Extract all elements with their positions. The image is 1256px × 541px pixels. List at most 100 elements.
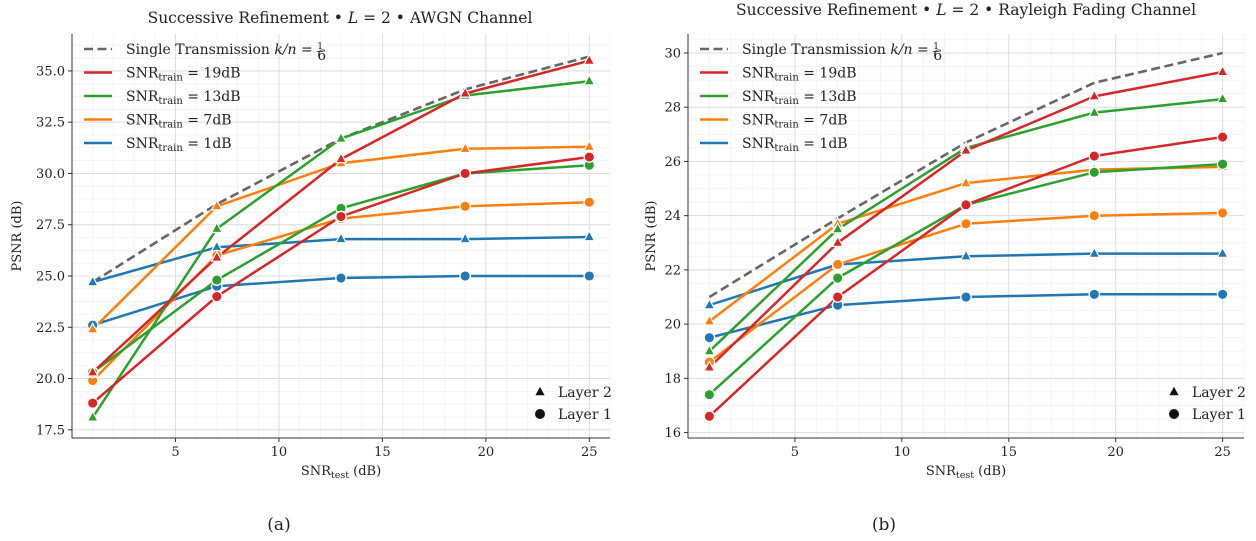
x-label-main: SNR xyxy=(301,464,332,479)
chart-title: Successive Refinement • L = 2 • Rayleigh… xyxy=(736,1,1196,19)
legend-label-reference: Single Transmission k/n = 1 xyxy=(742,42,939,58)
title-variable: L xyxy=(935,1,946,19)
data-point-layer2 xyxy=(1088,246,1101,258)
data-point-layer1 xyxy=(960,198,972,211)
data-point-layer2 xyxy=(959,143,973,155)
data-point-layer1 xyxy=(1216,207,1229,219)
x-tick-label: 20 xyxy=(1107,445,1124,460)
x-tick-label: 5 xyxy=(171,445,179,460)
title-mid: = 2 • xyxy=(947,1,999,19)
y-tick-label: 30 xyxy=(664,46,681,61)
data-point-layer2 xyxy=(831,235,844,247)
data-point-layer1 xyxy=(960,291,972,303)
legend-label: SNRtrain = 13dB xyxy=(126,89,241,107)
legend-ref-var: k/n xyxy=(890,42,912,58)
data-point-layer1 xyxy=(583,151,596,163)
title-suffix: Rayleigh Fading Channel xyxy=(998,1,1196,19)
legend-label-value: = 13dB xyxy=(799,89,857,105)
x-tick-label: 15 xyxy=(1000,445,1017,460)
legend-label-main: SNR xyxy=(742,136,775,152)
data-point-layer1 xyxy=(210,274,223,286)
data-point-layer1 xyxy=(583,270,596,282)
circle-marker-icon xyxy=(1169,409,1179,419)
x-label-main: SNR xyxy=(926,464,957,479)
legend-label-main: SNR xyxy=(742,89,775,105)
data-point-layer2 xyxy=(1216,91,1229,104)
chart-rayleigh: 5 10 15 20 25 16 18 20 22 24 26 28 30 Successive Refi… xyxy=(644,1,1246,535)
x-label-unit: (dB) xyxy=(349,464,381,479)
y-tick-label: 17.5 xyxy=(36,423,65,438)
data-point-layer2 xyxy=(1088,105,1101,117)
title-prefix: Successive Refinement • xyxy=(148,9,348,27)
marker-legend-label: Layer 1 xyxy=(558,407,612,423)
legend-label-sub: train xyxy=(158,73,183,84)
data-point-layer1 xyxy=(1088,166,1101,179)
data-point-layer1 xyxy=(1216,131,1229,143)
legend-ref-frac-num: 1 xyxy=(317,42,323,52)
y-tick-label: 22.5 xyxy=(36,321,65,336)
legend-label-main: SNR xyxy=(126,89,159,105)
x-tick-label: 5 xyxy=(791,445,799,460)
legend-label-value: = 19dB xyxy=(183,66,241,82)
triangle-marker-icon xyxy=(535,386,545,396)
y-tick-label: 22 xyxy=(664,263,681,278)
marker-legend: Layer 2 Layer 1 xyxy=(1169,385,1246,423)
x-label-sub: test xyxy=(331,470,349,481)
legend-label: SNRtrain = 1dB xyxy=(126,136,232,154)
data-point-layer2 xyxy=(334,231,348,244)
y-tick-label: 18 xyxy=(664,372,681,387)
title-suffix: AWGN Channel xyxy=(409,9,533,27)
legend-label-sub: train xyxy=(158,120,183,131)
legend-label-sub: train xyxy=(774,96,799,107)
data-point-layer2 xyxy=(210,221,224,234)
y-tick-label: 30.0 xyxy=(36,167,65,182)
data-point-layer2 xyxy=(86,365,99,377)
legend-label: SNRtrain = 19dB xyxy=(126,66,241,84)
data-point-layer1 xyxy=(1216,288,1229,301)
data-point-layer2 xyxy=(334,151,348,164)
legend-label: SNRtrain = 13dB xyxy=(742,89,857,107)
legend-ref-var: k/n xyxy=(274,42,296,58)
x-label-sub: test xyxy=(956,470,974,481)
data-point-layer2 xyxy=(959,175,973,188)
legend-label-main: SNR xyxy=(742,113,775,129)
y-tick-label: 35.0 xyxy=(36,64,65,79)
data-point-layer1 xyxy=(960,217,972,230)
data-point-layer2 xyxy=(583,53,596,65)
data-point-layer1 xyxy=(210,290,223,303)
legend-label: SNRtrain = 7dB xyxy=(126,113,232,131)
legend-label: SNRtrain = 7dB xyxy=(742,113,848,131)
legend-label-reference: Single Transmission k/n = 1 xyxy=(126,42,323,58)
data-point-layer2 xyxy=(210,199,224,211)
data-point-layer1 xyxy=(86,397,99,409)
legend-label: SNRtrain = 19dB xyxy=(742,66,857,84)
data-point-layer2 xyxy=(458,231,472,244)
data-point-layer2 xyxy=(583,139,596,151)
x-tick-label: 15 xyxy=(374,445,391,460)
legend-label-main: SNR xyxy=(126,113,159,129)
legend-ref-frac-den: 6 xyxy=(933,48,942,64)
y-tick-label: 16 xyxy=(664,426,681,441)
marker-legend: Layer 2 Layer 1 xyxy=(535,385,612,423)
data-point-layer2 xyxy=(703,344,716,356)
data-point-layer2 xyxy=(959,249,973,261)
y-axis-label: PSNR (dB) xyxy=(644,201,659,272)
legend-label-sub: train xyxy=(774,120,799,131)
legend-label-value: = 19dB xyxy=(799,66,857,82)
y-tick-label: 26 xyxy=(664,155,681,170)
data-point-layer1 xyxy=(1216,158,1229,170)
data-point-layer1 xyxy=(831,291,844,303)
data-point-layer2 xyxy=(703,314,716,326)
data-point-layer1 xyxy=(1088,288,1101,301)
data-point-layer2 xyxy=(703,297,716,310)
data-point-layer1 xyxy=(1088,150,1101,162)
triangle-marker-icon xyxy=(1169,386,1179,396)
data-point-layer2 xyxy=(583,229,596,242)
series-markers xyxy=(86,53,596,409)
y-tick-label: 20 xyxy=(664,318,681,333)
data-point-layer1 xyxy=(459,200,472,213)
data-point-layer1 xyxy=(1088,209,1101,222)
legend-ref-main: Single Transmission xyxy=(742,42,890,58)
